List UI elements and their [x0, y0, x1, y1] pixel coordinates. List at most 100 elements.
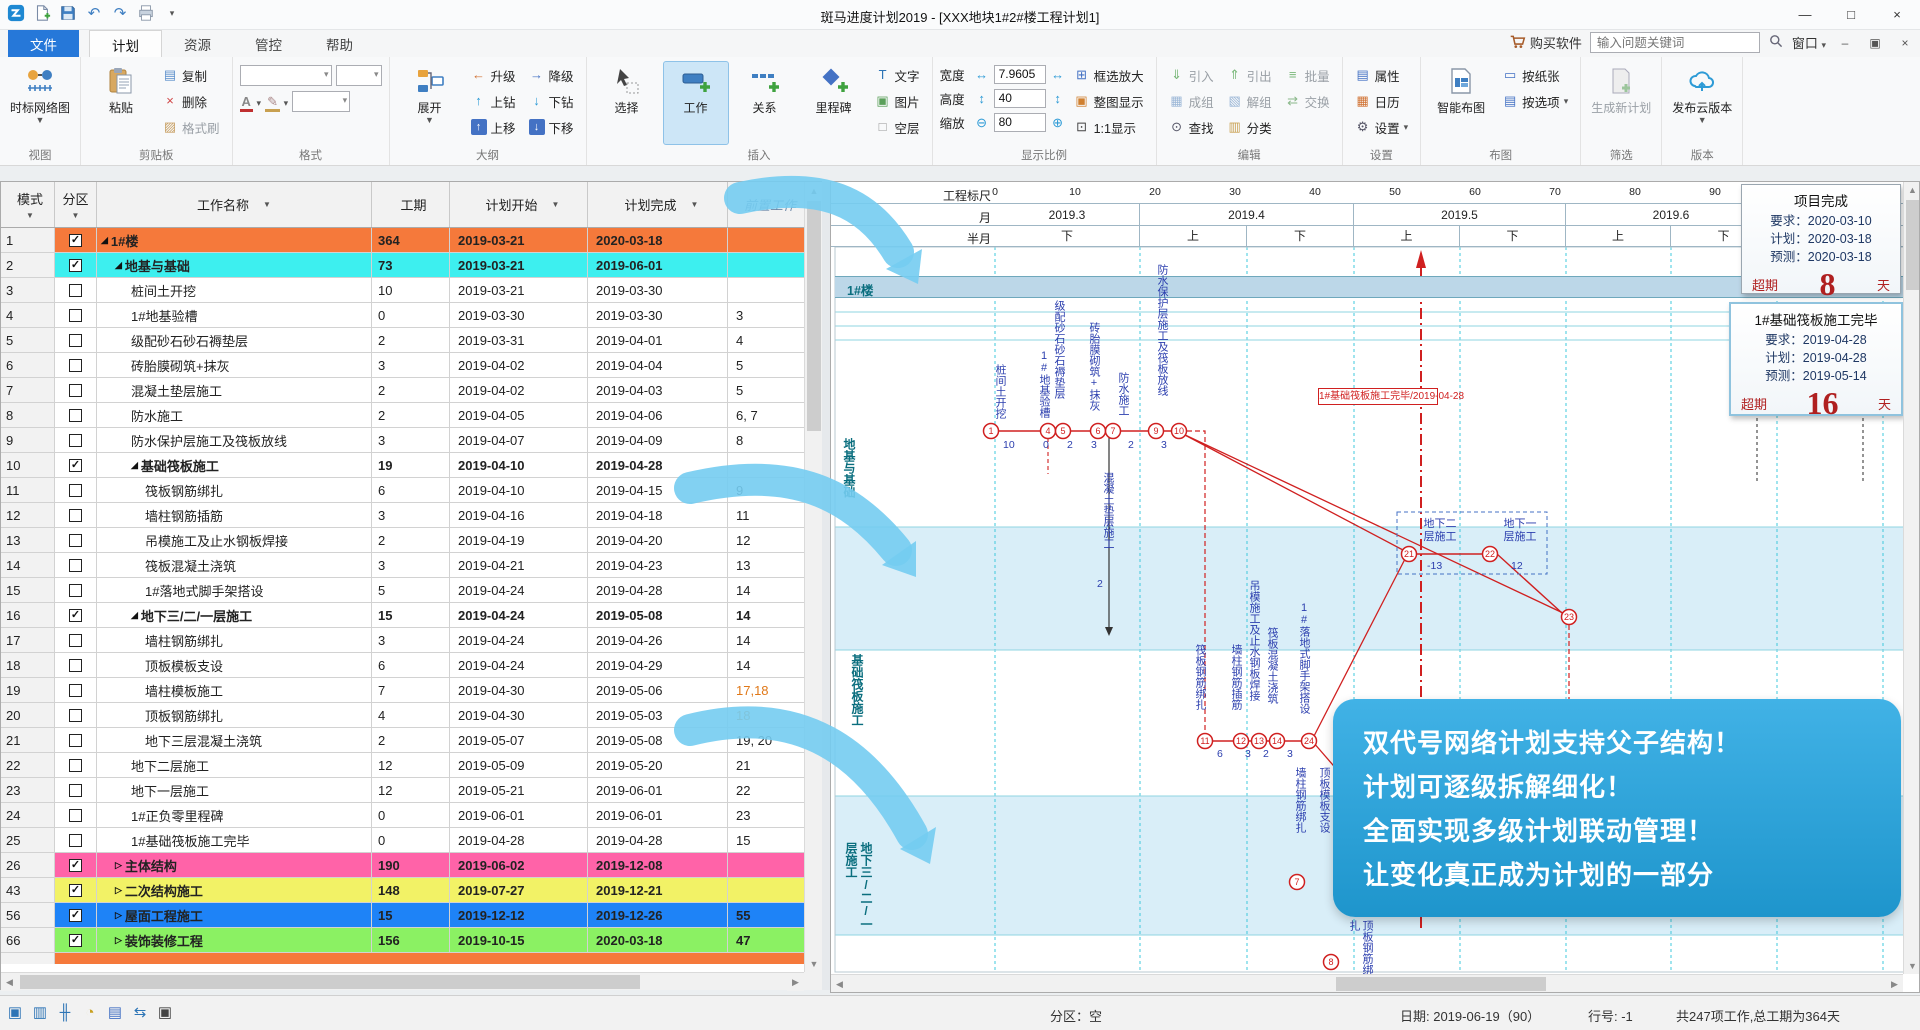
tab-file[interactable]: 文件	[8, 30, 79, 57]
partition-checkbox[interactable]	[69, 708, 82, 722]
table-row[interactable]: 4 1#地基验槽 0 2019-03-30 2019-03-30 3	[1, 303, 804, 328]
partition-checkbox[interactable]	[69, 833, 82, 847]
partition-checkbox[interactable]	[69, 808, 82, 822]
partition-checkbox[interactable]	[69, 483, 82, 497]
table-row[interactable]: 56 ✓ ▷ 屋面工程施工 15 2019-12-12 2019-12-26 55	[1, 903, 804, 928]
scroll-up-icon[interactable]: ▲	[1904, 182, 1919, 198]
partition-checkbox[interactable]	[69, 283, 82, 297]
table-row[interactable]: 17 墙柱钢筋绑扎 3 2019-04-24 2019-04-26 14	[1, 628, 804, 653]
collapse-icon[interactable]: ◢	[131, 609, 138, 620]
ribbon-button-整图显示[interactable]: ▣ 整图显示	[1069, 89, 1149, 113]
partition-checkbox[interactable]: ✓	[69, 258, 82, 272]
table-row[interactable]: 7 混凝土垫层施工 2 2019-04-02 2019-04-03 5	[1, 378, 804, 403]
ribbon-button-框选放大[interactable]: ⊞ 框选放大	[1069, 63, 1149, 87]
partition-checkbox[interactable]	[69, 758, 82, 772]
ribbon-button-解组[interactable]: ▧ 解组	[1222, 89, 1277, 113]
collapse-icon[interactable]: ◢	[115, 259, 122, 270]
partition-checkbox[interactable]	[69, 683, 82, 697]
ribbon-button-空层[interactable]: □ 空层	[870, 115, 925, 139]
doc-close-button[interactable]: ×	[1901, 35, 1909, 50]
table-vertical-scrollbar[interactable]: ▲ ▼	[804, 182, 823, 972]
partition-checkbox[interactable]	[69, 633, 82, 647]
partition-checkbox[interactable]	[69, 383, 82, 397]
table-row[interactable]: 19 墙柱模板施工 7 2019-04-30 2019-05-06 17,18	[1, 678, 804, 703]
partition-checkbox[interactable]	[69, 508, 82, 522]
ribbon-button-工作[interactable]: 工作	[662, 61, 729, 145]
filter-icon[interactable]: ▼	[263, 200, 271, 209]
ribbon-button-分类[interactable]: ▥ 分类	[1222, 115, 1277, 139]
table-row[interactable]: 14 筏板混凝土浇筑 3 2019-04-21 2019-04-23 13	[1, 553, 804, 578]
expand-icon[interactable]: ▷	[115, 909, 122, 920]
panel-splitter[interactable]	[822, 181, 830, 990]
window-menu-button[interactable]: 窗口 ▾	[1791, 36, 1826, 51]
ribbon-button-上钻[interactable]: ↑ 上钻	[466, 89, 521, 113]
ribbon-button-删除[interactable]: × 删除	[157, 89, 225, 113]
diagram-horizontal-scrollbar[interactable]: ◀ ▶	[831, 974, 1903, 992]
table-row[interactable]: 21 地下三层混凝土浇筑 2 2019-05-07 2019-05-08 19, 20	[1, 728, 804, 753]
scroll-down-icon[interactable]: ▼	[1904, 958, 1919, 974]
partition-checkbox[interactable]	[69, 783, 82, 797]
partition-checkbox[interactable]	[69, 558, 82, 572]
buy-software-button[interactable]: 购买软件	[1509, 33, 1582, 53]
gantt-view-icon[interactable]: ▥	[32, 1004, 48, 1021]
redo-icon[interactable]: ↷	[113, 5, 127, 22]
column-header-计划完成[interactable]: 计划完成 ▼	[588, 182, 728, 227]
table-row[interactable]: 66 ✓ ▷ 装饰装修工程 156 2019-10-15 2020-03-18 47	[1, 928, 804, 953]
switch-view-icon[interactable]: ⇆	[133, 1004, 147, 1021]
ribbon-button-选择[interactable]: 选择	[594, 61, 660, 145]
ribbon-button-日历[interactable]: ▦ 日历	[1350, 89, 1414, 113]
edit-view-icon[interactable]: ▤	[107, 1004, 123, 1021]
ribbon-button-生成新计划[interactable]: 生成新计划	[1588, 61, 1654, 145]
partition-checkbox[interactable]: ✓	[69, 608, 82, 622]
reminder-icon[interactable]: ◔	[85, 1003, 95, 1021]
table-row[interactable]: 8 防水施工 2 2019-04-05 2019-04-06 6, 7	[1, 403, 804, 428]
table-horizontal-scrollbar[interactable]: ◀ ▶	[1, 972, 804, 991]
maximize-button[interactable]: □	[1847, 7, 1855, 22]
fill-color-button[interactable]: ✎ ▾	[265, 93, 288, 112]
table-row[interactable]: 26 ✓ ▷ 主体结构 190 2019-06-02 2019-12-08	[1, 853, 804, 878]
table-row[interactable]: 43 ✓ ▷ 二次结构施工 148 2019-07-27 2019-12-21	[1, 878, 804, 903]
search-icon[interactable]	[1768, 33, 1784, 52]
ribbon-button-粘贴[interactable]: 粘贴	[88, 61, 154, 145]
ribbon-button-批量[interactable]: ≡ 批量	[1280, 63, 1335, 87]
column-header-计划开始[interactable]: 计划开始 ▼	[450, 182, 588, 227]
collapse-icon[interactable]: ◢	[101, 234, 108, 245]
help-search-input[interactable]	[1589, 32, 1760, 53]
ribbon-button-设置[interactable]: ⚙ 设置 ▾	[1350, 115, 1414, 139]
table-row[interactable]: 1 ✓ ◢ 1#楼 364 2019-03-21 2020-03-18	[1, 228, 804, 253]
spin-input-高度[interactable]: 40	[993, 89, 1046, 108]
table-row[interactable]: 25 1#基础筏板施工完毕 0 2019-04-28 2019-04-28 15	[1, 828, 804, 853]
ribbon-button-成组[interactable]: ▦ 成组	[1164, 89, 1219, 113]
save-icon[interactable]	[58, 3, 78, 23]
column-header-分区[interactable]: 分区 ▼	[55, 182, 97, 227]
column-header-工作名称[interactable]: 工作名称 ▼	[97, 182, 372, 227]
window-view-icon[interactable]: ▣	[157, 1004, 173, 1021]
ribbon-button-下移[interactable]: ↓ 下移	[524, 115, 579, 139]
doc-restore-button[interactable]: ▣	[1869, 35, 1881, 50]
ribbon-button-智能布图[interactable]: 智能布图	[1428, 61, 1494, 145]
ribbon-button-引入[interactable]: ⇓ 引入	[1164, 63, 1219, 87]
scroll-left-icon[interactable]: ◀	[831, 975, 848, 992]
partition-checkbox[interactable]	[69, 583, 82, 597]
partition-checkbox[interactable]: ✓	[69, 908, 82, 922]
partition-checkbox[interactable]: ✓	[69, 233, 82, 247]
ribbon-button-展开[interactable]: 展开 ▼	[397, 61, 463, 145]
expand-icon[interactable]: ▷	[115, 934, 122, 945]
ribbon-button-按纸张[interactable]: ▭ 按纸张	[1497, 63, 1573, 87]
partition-checkbox[interactable]: ✓	[69, 458, 82, 472]
partition-checkbox[interactable]	[69, 733, 82, 747]
ribbon-button-格式刷[interactable]: ▨ 格式刷	[157, 115, 225, 139]
scroll-right-icon[interactable]: ▶	[787, 973, 804, 991]
new-file-icon[interactable]	[32, 3, 52, 23]
tab-管控[interactable]: 管控	[255, 38, 282, 53]
ribbon-button-时标网络图[interactable]: 时标网络图 ▼	[7, 61, 73, 145]
partition-checkbox[interactable]	[69, 333, 82, 347]
partition-checkbox[interactable]: ✓	[69, 933, 82, 947]
minimize-button[interactable]: —	[1798, 7, 1812, 22]
table-row[interactable]: 5 级配砂石砂石褥垫层 2 2019-03-31 2019-04-01 4	[1, 328, 804, 353]
column-header-工期[interactable]: 工期	[372, 182, 450, 227]
ribbon-button-复制[interactable]: ▤ 复制	[157, 63, 225, 87]
scroll-right-icon[interactable]: ▶	[1886, 975, 1903, 992]
ribbon-button-上移[interactable]: ↑ 上移	[466, 115, 521, 139]
font-family-select[interactable]	[239, 65, 332, 86]
